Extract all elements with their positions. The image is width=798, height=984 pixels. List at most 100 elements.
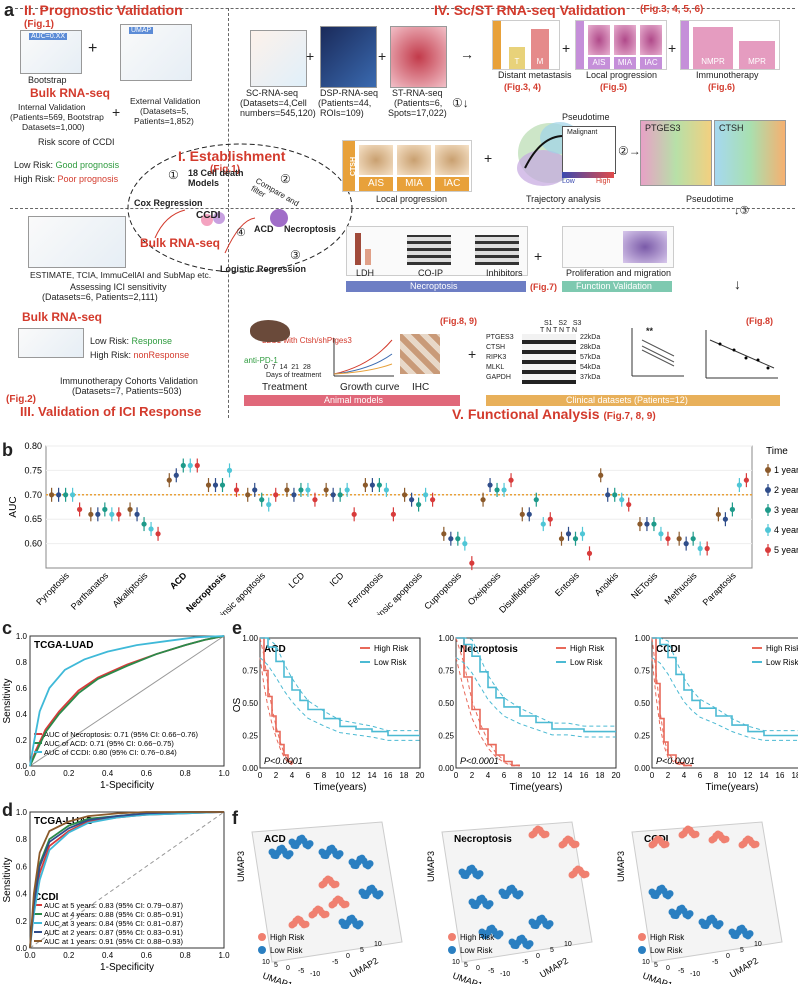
x-tick-label: 0.6 <box>141 769 153 778</box>
chart-title: TCGA-LUAD <box>34 640 93 651</box>
y-tick-label: 0.50 <box>242 699 258 708</box>
data-point <box>166 477 172 483</box>
data-point <box>423 492 429 498</box>
data-point <box>194 462 200 469</box>
dsp-label: DSP-RNA-seq <box>320 88 379 98</box>
y-tick-label: 0.8 <box>16 835 28 844</box>
data-point <box>448 536 454 542</box>
bar-ais: AIS <box>588 57 610 69</box>
km-ci-lower <box>651 657 798 741</box>
models-label: 18 Cell death Models <box>188 168 244 188</box>
x-tick-label: Necroptosis <box>184 570 228 614</box>
local-fig: (Fig.5) <box>600 82 627 92</box>
x-tick-label: 6 <box>698 771 703 780</box>
pseudotime-gradient <box>562 172 614 178</box>
x-axis-label: Time(years) <box>510 782 563 793</box>
umap-point-low <box>476 870 484 878</box>
data-point <box>127 506 133 513</box>
data-point <box>715 511 721 517</box>
fig8-label: (Fig.8) <box>746 316 773 326</box>
plus-icon: + <box>88 40 98 57</box>
assess-label: Assessing ICI sensitivity <box>70 282 167 292</box>
ccdi-strip <box>493 21 501 69</box>
arrow-right-icon: → <box>460 46 474 62</box>
y-tick-label: 0.00 <box>438 764 454 773</box>
acd-label: ACD <box>254 224 274 234</box>
x-tick-label: 10 <box>728 771 737 780</box>
tissue-ais-2 <box>359 145 393 175</box>
high-risk-row: High Risk: Poor prognosis <box>14 174 118 184</box>
km-curve <box>652 637 692 767</box>
tick-label: -10 <box>690 971 700 978</box>
tick-label: 5 <box>740 947 744 954</box>
legend-label: 3 year <box>774 505 798 515</box>
data-point <box>683 541 689 547</box>
y-axis-label: OS <box>232 697 243 712</box>
ldh-bar <box>365 249 371 265</box>
data-point <box>598 472 604 478</box>
response-row: Low Risk: Response <box>90 336 172 346</box>
data-point <box>487 482 493 488</box>
panel-label-b: b <box>2 440 13 460</box>
immuno-chart: NMPR MPR <box>680 20 780 70</box>
umap-point-low <box>546 920 554 928</box>
roc-plot-c: 0.0 0.2 0.4 0.6 0.8 1.0 0.0 0.2 0.4 0.6 0.8 1.0 1-Sp… <box>2 632 230 791</box>
x-tick-label: Alkaliptosis <box>111 570 150 609</box>
section-v-title-text: V. Functional Analysis <box>452 406 600 422</box>
tick-label: -5 <box>298 968 304 975</box>
y-tick-label: 0.70 <box>24 490 42 500</box>
distant-label: Distant metastasis <box>498 70 572 80</box>
risk-score-label: Risk score of CCDI <box>38 137 115 147</box>
umap-point-low <box>336 850 344 858</box>
day-21: 21 <box>291 364 300 371</box>
bar-m <box>531 29 549 69</box>
step-c2: ②→ <box>618 144 641 158</box>
km-ci-upper <box>652 637 798 732</box>
bar-mia: MIA <box>614 57 636 69</box>
y-tick-label: 0.4 <box>16 710 28 719</box>
paired-plot <box>631 328 684 377</box>
distant-chart: T M <box>492 20 560 70</box>
axis-umap3: UMAP3 <box>426 851 436 882</box>
data-point <box>579 531 586 537</box>
day-28: 28 <box>302 364 311 371</box>
section-v-fig: (Fig.7, 8, 9) <box>603 411 656 422</box>
tick-label: 0 <box>346 953 350 960</box>
x-tick-label: 12 <box>744 771 753 780</box>
llc1-label: LLC1 with Ctsh/shPtges3 <box>262 336 352 345</box>
km-ci-lower <box>455 657 616 738</box>
s1: S1 <box>544 320 553 327</box>
ctsh-plot-label: CTSH <box>719 123 744 133</box>
data-point <box>312 497 318 503</box>
response-label: Response <box>131 336 173 346</box>
x-tick-label: 1.0 <box>218 769 230 778</box>
data-point <box>77 506 83 513</box>
umap-point-high <box>342 900 350 908</box>
st-stack <box>390 26 447 88</box>
section-v-title: V. Functional Analysis (Fig.7, 8, 9) <box>452 406 656 422</box>
umap-point-low <box>486 900 494 908</box>
x-tick-label: 16 <box>580 771 589 780</box>
label-mia-2: MIA <box>405 178 423 189</box>
step-c1-num: ① <box>452 96 463 110</box>
bulk-rnaseq-3: Bulk RNA-seq <box>22 310 103 324</box>
y-tick-label: 0.6 <box>16 684 28 693</box>
nonresponse-label: nonResponse <box>133 350 190 360</box>
legend-low: Low Risk <box>650 946 683 955</box>
label-m: M <box>536 57 544 66</box>
data-point <box>519 511 525 517</box>
ccdi-strip <box>681 21 689 69</box>
high-label: High <box>596 178 611 185</box>
clinical-banner: Clinical datasets (Patients=12) <box>486 395 780 406</box>
low-risk-label: Low Risk: <box>14 160 54 170</box>
km-curve <box>456 637 520 767</box>
assess-detail: (Datasets=6, Patients=2,111) <box>42 292 158 302</box>
label-iac: IAC <box>644 58 658 67</box>
day-14: 14 <box>279 364 288 371</box>
y-tick-label: 0.0 <box>16 944 28 953</box>
sc-detail-1: (Datasets=4,Cell <box>240 98 307 108</box>
x-tick-label: Methuosis <box>662 570 698 606</box>
section-ii-title: II. Prognostic Validation <box>24 2 183 18</box>
dsp-stack <box>320 26 377 88</box>
legend-label: AUC of CCDI: 0.80 (95% CI: 0.76~0.84) <box>44 748 177 757</box>
